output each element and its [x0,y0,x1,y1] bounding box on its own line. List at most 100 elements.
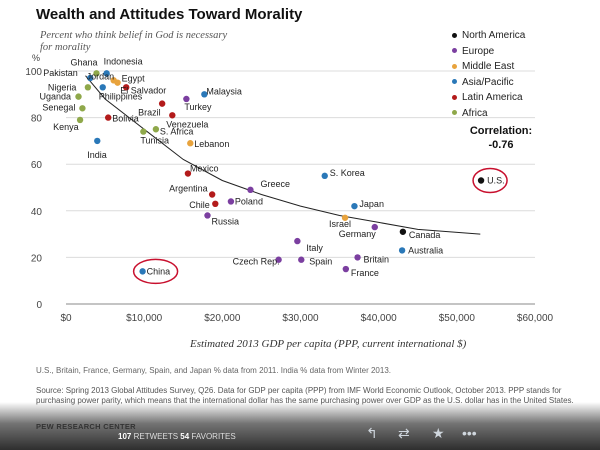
trend-line [85,75,481,235]
x-tick-label: $50,000 [439,313,476,324]
legend-label: Africa [462,107,488,119]
point-label-chile: Chile [189,200,210,210]
point-label-russia: Russia [211,216,239,226]
point-brazil [158,100,166,107]
source-note: Source: Spring 2013 Global Attitudes Sur… [36,386,574,405]
point-label-czech-rep: Czech Rep. [233,257,280,267]
retweets-count: 107 [118,432,132,441]
legend-item-europe: Europe [452,46,525,62]
point-label-senegal: Senegal [42,102,75,112]
point-label-india: India [87,150,107,160]
point-label-bolivia: Bolivia [112,114,139,124]
legend-label: Asia/Pacific [462,76,514,88]
point-japan [351,202,358,210]
point-label-s-korea: S. Korea [330,168,365,178]
point-indonesia [103,70,110,77]
legend-marker [452,79,457,85]
x-tick-label: $20,000 [204,313,241,324]
point-label-australia: Australia [408,245,443,255]
point-label-pakistan: Pakistan [43,68,78,78]
point-label-u-s: U.S. [487,176,505,186]
point-czech-rep [275,256,282,263]
point-label-poland: Poland [235,196,263,206]
point-label-jordan: Jordan [87,71,115,81]
point-label-japan: Japan [359,199,384,209]
y-tick-label: 20 [31,253,43,264]
more-icon[interactable]: ••• [462,425,477,441]
x-tick-label: $30,000 [282,313,319,324]
retweets-label[interactable]: RETWEETS [133,432,179,441]
favorite-icon[interactable]: ★ [432,425,445,441]
point-greece [247,186,254,194]
point-label-turkey: Turkey [184,102,212,112]
legend-marker [452,63,457,69]
point-label-malaysia: Malaysia [206,86,242,96]
point-britain [354,254,361,261]
point-label-s-africa: S. Africa [160,126,194,136]
point-label-uganda: Uganda [40,92,72,102]
legend-label: Europe [462,45,495,57]
point-turkey [183,95,190,103]
legend-item-latin-america: Latin America [452,92,525,108]
point-nigeria [84,84,92,91]
legend-marker [452,94,457,100]
brand-label: PEW RESEARCH CENTER [36,422,136,431]
legend-item-middle-east: Middle East [452,61,525,77]
point-chile [212,200,219,208]
point-label-egypt: Egypt [122,74,146,84]
point-label-tunisia: Tunisia [140,136,169,146]
legend-label: Latin America [462,92,523,103]
point-s-africa [152,126,160,133]
point-ghana [93,70,100,77]
point-spain [298,256,305,263]
data-note: U.S., Britain, France, Germany, Spain, a… [36,366,391,375]
point-lebanon [187,140,194,147]
point-china [139,268,146,275]
point-label-israel: Israel [329,219,351,229]
point-uganda [75,93,82,100]
highlight-ring-u-s [472,167,508,194]
legend-marker [452,48,457,54]
point-label-china: China [147,266,171,276]
point-label-italy: Italy [306,243,323,253]
legend-marker [452,110,457,116]
x-tick-label: $40,000 [361,313,398,324]
y-tick-label: 0 [36,300,42,311]
point-mexico [184,170,192,177]
favorites-label[interactable]: FAVORITES [191,432,236,441]
point-malaysia [201,91,208,98]
point-label-el-salvador: El Salvador [120,85,166,95]
legend-label: Middle East [462,61,515,72]
point-label-philippines: Philippines [99,91,143,101]
y-tick-label: 80 [31,114,43,125]
highlight-ring-china [132,258,179,285]
point-label-venezuela: Venezuela [166,119,208,129]
point-el-salvador [122,84,130,91]
point-label-germany: Germany [339,229,377,239]
y-axis-label: % [32,53,40,63]
point-france [342,265,350,273]
point-label-britain: Britain [364,254,390,264]
x-tick-label: $60,000 [517,313,554,324]
point-bolivia [105,114,112,121]
point-label-brazil: Brazil [138,108,161,118]
point-label-argentina: Argentina [169,183,208,193]
chart-subtitle: Percent who think belief in God is neces… [40,30,228,53]
point-label-kenya: Kenya [53,122,79,132]
tweet-action-bar [0,402,600,450]
reply-icon[interactable]: ↰ [366,425,378,441]
point-argentina [208,191,216,198]
retweet-icon[interactable]: ⇄ [398,425,410,441]
point-label-canada: Canada [409,230,441,240]
point-label-nigeria: Nigeria [48,82,77,92]
y-tick-label: 100 [25,67,42,78]
point-s-korea [321,172,328,180]
x-tick-label: $0 [60,313,72,324]
point-india [94,137,101,145]
point-philippines [99,84,106,91]
point-italy [294,237,301,245]
point-russia [204,212,211,219]
point-label-greece: Greece [260,179,290,189]
